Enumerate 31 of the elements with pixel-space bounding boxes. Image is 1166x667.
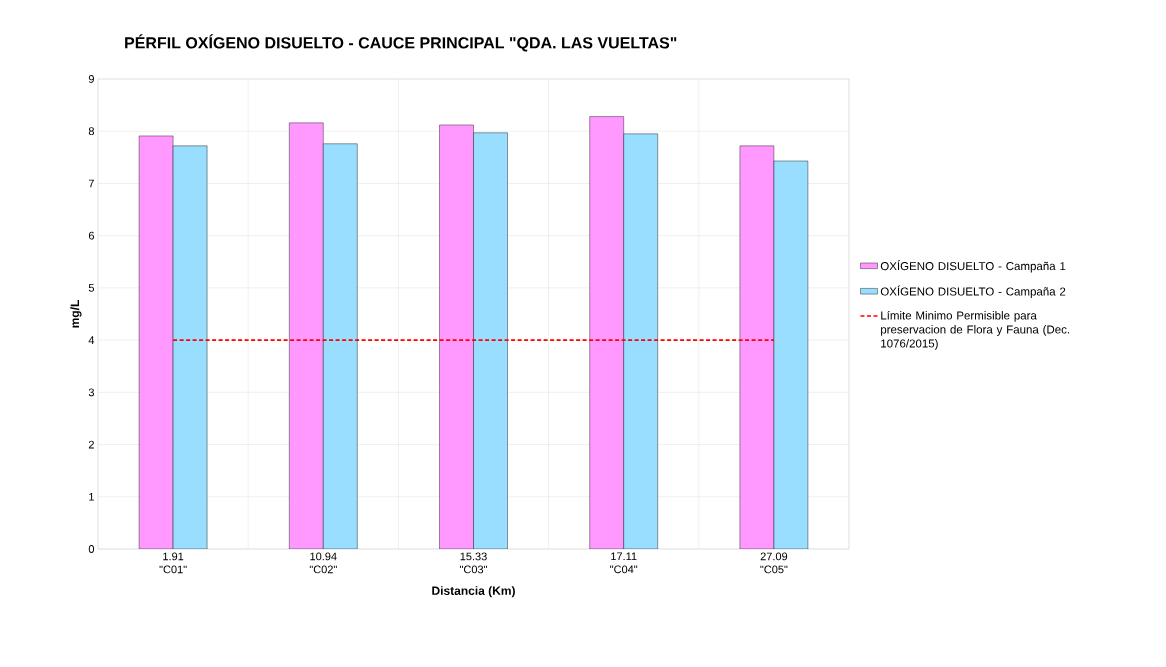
legend-label: OXÍGENO DISUELTO - Campaña 2	[880, 285, 1066, 298]
y-axis-title: mg/L	[70, 300, 82, 328]
x-tick-label: 10.94 "C02"	[309, 552, 337, 574]
x-tick-label: 15.33 "C03"	[459, 552, 488, 574]
y-tick-label: 9	[88, 75, 94, 83]
y-tick-label: 6	[88, 231, 94, 240]
x-axis-title: Distancia (Km)	[432, 586, 515, 598]
x-tick-label: 27.09 "C05"	[760, 552, 788, 574]
bar	[623, 133, 658, 549]
y-tick-label: 4	[88, 336, 95, 344]
y-tick-label: 5	[88, 284, 95, 292]
bar	[473, 132, 508, 549]
legend-label: Límite Minimo Permisible para preservacion de Flora y Fauna (Dec. 1076/2015)	[881, 310, 1070, 350]
bar	[773, 160, 809, 549]
bar	[323, 143, 358, 549]
bar	[172, 145, 208, 549]
x-tick-label: 1.91 "C01"	[159, 552, 187, 574]
y-tick-label: 0	[88, 545, 95, 553]
bar	[289, 122, 324, 549]
bar	[589, 116, 624, 549]
y-tick-label: 2	[88, 440, 94, 449]
y-tick-label: 8	[88, 127, 94, 136]
bar	[439, 124, 474, 549]
bar	[138, 135, 174, 549]
y-tick-label: 7	[88, 179, 94, 188]
chart-title: PÉRFIL OXÍGENO DISUELTO - CAUCE PRINCIPAL "QDA. LAS VUELTAS"	[125, 34, 677, 52]
y-tick-label: 3	[88, 388, 94, 397]
x-tick-label: 17.11 "C04"	[610, 552, 638, 574]
bar	[739, 145, 775, 549]
y-tick-label: 1	[89, 493, 94, 501]
legend-label: OXÍGENO DISUELTO - Campaña 1	[880, 260, 1066, 273]
